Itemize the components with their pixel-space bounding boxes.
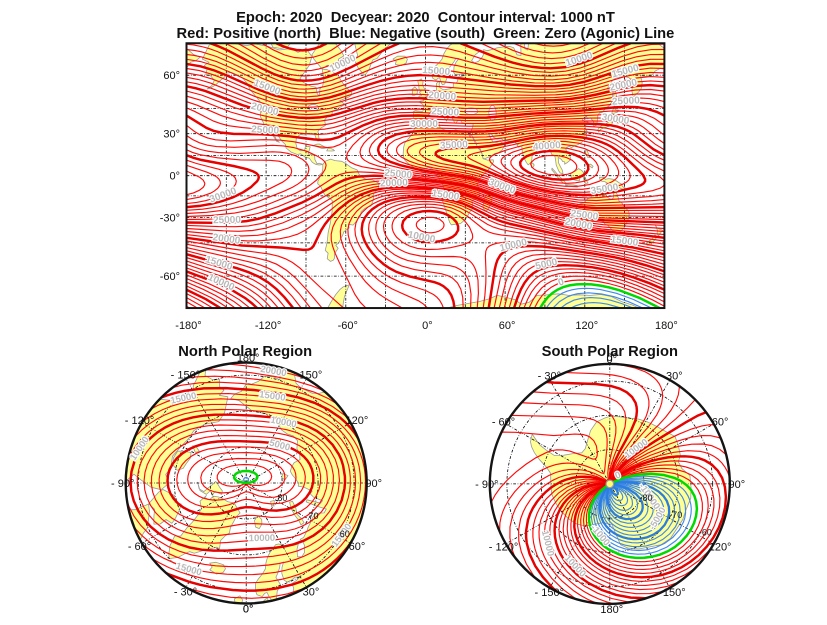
svg-text:70: 70 bbox=[309, 511, 319, 521]
svg-text:25000: 25000 bbox=[213, 215, 241, 226]
svg-text:0: 0 bbox=[614, 470, 623, 482]
svg-text:120°: 120° bbox=[575, 320, 598, 332]
svg-text:15000: 15000 bbox=[259, 389, 287, 404]
svg-text:180°: 180° bbox=[237, 353, 260, 365]
svg-text:40000: 40000 bbox=[533, 140, 562, 153]
svg-text:30°: 30° bbox=[666, 371, 683, 383]
svg-text:60°: 60° bbox=[499, 320, 516, 332]
svg-text:-60: -60 bbox=[699, 527, 712, 537]
svg-text:0°: 0° bbox=[607, 354, 618, 366]
svg-text:25000: 25000 bbox=[384, 168, 413, 181]
svg-text:- 60°: - 60° bbox=[492, 416, 515, 428]
svg-text:- 150°: - 150° bbox=[535, 587, 564, 599]
svg-text:- 120°: - 120° bbox=[489, 541, 518, 553]
svg-text:-60°: -60° bbox=[338, 320, 358, 332]
svg-text:60°: 60° bbox=[349, 541, 366, 553]
svg-text:25000: 25000 bbox=[431, 106, 460, 118]
svg-text:10000: 10000 bbox=[249, 533, 276, 544]
svg-text:0°: 0° bbox=[607, 352, 618, 364]
svg-text:20000: 20000 bbox=[212, 232, 242, 247]
svg-text:15000: 15000 bbox=[610, 234, 640, 249]
svg-text:15000: 15000 bbox=[422, 65, 451, 78]
svg-text:25000: 25000 bbox=[251, 124, 280, 136]
svg-text:-180°: -180° bbox=[175, 320, 201, 332]
svg-text:South Polar Region: South Polar Region bbox=[542, 344, 678, 360]
svg-text:25000: 25000 bbox=[570, 208, 600, 223]
svg-text:Red: Positive (north) Blue: N: Red: Positive (north) Blue: Negative (so… bbox=[177, 26, 675, 42]
svg-text:20000: 20000 bbox=[380, 178, 409, 190]
svg-text:0: 0 bbox=[557, 276, 566, 288]
svg-text:90°: 90° bbox=[728, 479, 745, 491]
svg-text:North Polar Region: North Polar Region bbox=[178, 344, 312, 360]
svg-text:90°: 90° bbox=[365, 478, 382, 490]
svg-text:120°: 120° bbox=[709, 541, 732, 553]
svg-text:-80: -80 bbox=[640, 493, 653, 503]
svg-text:60°: 60° bbox=[712, 416, 729, 428]
svg-text:30°: 30° bbox=[163, 129, 180, 141]
svg-text:25000: 25000 bbox=[612, 95, 641, 107]
svg-text:- 90°: - 90° bbox=[111, 478, 134, 490]
svg-text:60: 60 bbox=[340, 529, 350, 539]
svg-text:- 30°: - 30° bbox=[538, 371, 561, 383]
svg-text:- 60°: - 60° bbox=[128, 541, 151, 553]
svg-text:- 30°: - 30° bbox=[174, 587, 197, 599]
svg-text:0°: 0° bbox=[243, 604, 254, 616]
svg-text:-120°: -120° bbox=[255, 320, 281, 332]
svg-text:-70: -70 bbox=[669, 510, 682, 520]
svg-text:Epoch: 2020 Decyear: 2020 Co: Epoch: 2020 Decyear: 2020 Contour interv… bbox=[236, 10, 615, 26]
svg-text:180°: 180° bbox=[655, 320, 678, 332]
svg-text:0°: 0° bbox=[169, 171, 180, 183]
svg-text:80: 80 bbox=[277, 493, 287, 503]
svg-text:0°: 0° bbox=[243, 604, 254, 616]
svg-text:20000: 20000 bbox=[428, 90, 457, 103]
svg-text:-60°: -60° bbox=[160, 271, 180, 283]
svg-text:-30°: -30° bbox=[160, 213, 180, 225]
svg-text:15000: 15000 bbox=[169, 390, 197, 406]
svg-text:30000: 30000 bbox=[410, 119, 438, 130]
svg-text:35000: 35000 bbox=[440, 139, 469, 151]
svg-text:30°: 30° bbox=[303, 587, 320, 599]
svg-text:180°: 180° bbox=[600, 604, 623, 616]
svg-text:60°: 60° bbox=[163, 70, 180, 82]
svg-text:- 90°: - 90° bbox=[475, 479, 498, 491]
svg-text:120°: 120° bbox=[346, 415, 369, 427]
svg-text:- 150°: - 150° bbox=[171, 369, 200, 381]
svg-text:150°: 150° bbox=[300, 369, 323, 381]
svg-text:150°: 150° bbox=[663, 587, 686, 599]
svg-text:0°: 0° bbox=[422, 320, 433, 332]
svg-text:- 120°: - 120° bbox=[125, 415, 154, 427]
